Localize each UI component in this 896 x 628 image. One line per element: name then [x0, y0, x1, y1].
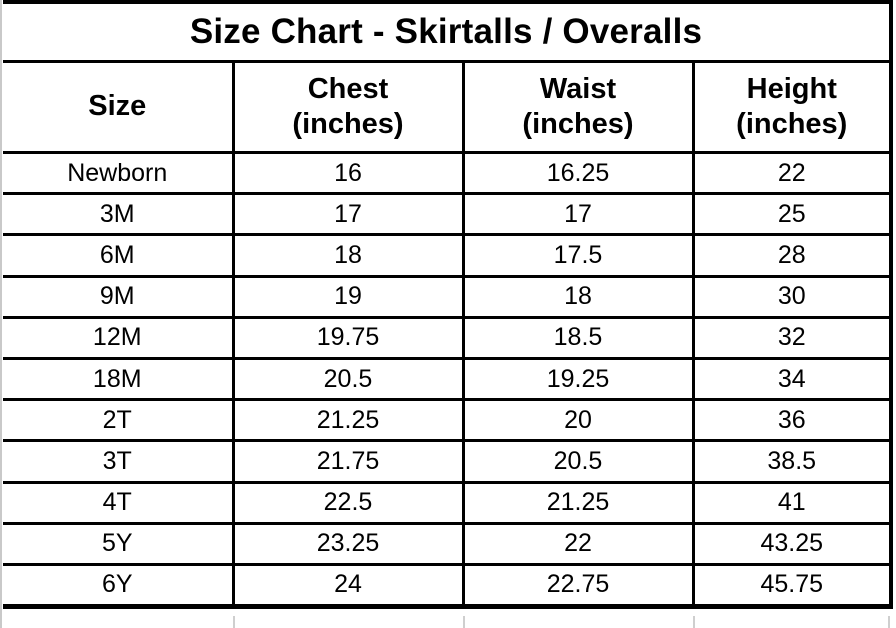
size-chart-table: Size Chart - Skirtalls / Overalls Size C… [3, 0, 893, 610]
waist-cell: 22 [461, 521, 695, 566]
table-row: 4T 22.5 21.25 41 [3, 480, 893, 525]
height-cell: 43.25 [691, 521, 893, 566]
spreadsheet-gridline-stub [888, 616, 890, 628]
table-row: 3T 21.75 20.5 38.5 [3, 439, 893, 484]
title-row: Size Chart - Skirtalls / Overalls [3, 0, 893, 63]
chest-cell: 16 [231, 150, 465, 196]
column-header-label: Size [88, 90, 147, 123]
height-cell: 45.75 [691, 562, 893, 609]
size-cell: 4T [3, 480, 235, 525]
size-cell: 9M [3, 274, 235, 319]
waist-cell: 22.75 [461, 562, 695, 609]
column-header-label: Chest [307, 72, 389, 105]
chest-cell: 22.5 [231, 480, 465, 525]
height-cell: 30 [691, 274, 893, 319]
height-cell: 25 [691, 192, 893, 237]
waist-cell: 17 [461, 192, 695, 237]
waist-cell: 18 [461, 274, 695, 319]
size-cell: 3T [3, 439, 235, 484]
height-cell: 36 [691, 398, 893, 443]
column-header-sub: (inches) [292, 108, 404, 140]
column-header-sub: (inches) [736, 108, 848, 140]
table-row: Newborn 16 16.25 22 [3, 150, 893, 196]
chest-cell: 17 [231, 192, 465, 237]
waist-cell: 16.25 [461, 150, 695, 196]
waist-cell: 20 [461, 398, 695, 443]
table-row: 6M 18 17.5 28 [3, 233, 893, 278]
chest-cell: 23.25 [231, 521, 465, 566]
height-cell: 22 [691, 150, 893, 196]
table-row: 18M 20.5 19.25 34 [3, 356, 893, 402]
column-header-sub: (inches) [522, 108, 634, 140]
waist-cell: 19.25 [461, 356, 695, 402]
chest-cell: 21.25 [231, 398, 465, 443]
size-cell: 12M [3, 315, 235, 360]
spreadsheet-gridline-stub [233, 616, 235, 628]
height-cell: 38.5 [691, 439, 893, 484]
page-title: Size Chart - Skirtalls / Overalls [3, 0, 893, 63]
waist-cell: 17.5 [461, 233, 695, 278]
chest-cell: 19 [231, 274, 465, 319]
table-row: 12M 19.75 18.5 32 [3, 315, 893, 360]
column-header-waist: Waist (inches) [461, 60, 695, 154]
height-cell: 34 [691, 356, 893, 402]
spreadsheet-gridline-stub [463, 616, 465, 628]
column-header-height: Height (inches) [691, 60, 893, 154]
table-row: 2T 21.25 20 36 [3, 398, 893, 443]
chest-cell: 24 [231, 562, 465, 609]
height-cell: 32 [691, 315, 893, 360]
size-cell: 6M [3, 233, 235, 278]
column-header-size: Size [3, 60, 235, 154]
chest-cell: 19.75 [231, 315, 465, 360]
size-cell: 5Y [3, 521, 235, 566]
table-row: 5Y 23.25 22 43.25 [3, 521, 893, 566]
height-cell: 28 [691, 233, 893, 278]
table-row: 6Y 24 22.75 45.75 [3, 562, 893, 609]
height-cell: 41 [691, 480, 893, 525]
column-header-label: Waist [539, 72, 617, 105]
waist-cell: 18.5 [461, 315, 695, 360]
header-row: Size Chest (inches) Waist (inches) Heigh… [3, 60, 893, 154]
spreadsheet-gridline-stub [693, 616, 695, 628]
chest-cell: 21.75 [231, 439, 465, 484]
size-cell: 2T [3, 398, 235, 443]
waist-cell: 21.25 [461, 480, 695, 525]
chest-cell: 18 [231, 233, 465, 278]
size-cell: Newborn [3, 150, 235, 196]
column-header-label: Height [746, 72, 837, 105]
table-row: 9M 19 18 30 [3, 274, 893, 319]
size-cell: 6Y [3, 562, 235, 609]
size-cell: 3M [3, 192, 235, 237]
table-row: 3M 17 17 25 [3, 192, 893, 237]
chest-cell: 20.5 [231, 356, 465, 402]
size-cell: 18M [3, 356, 235, 402]
column-header-chest: Chest (inches) [231, 60, 465, 154]
waist-cell: 20.5 [461, 439, 695, 484]
spreadsheet-gridline-left [0, 0, 2, 628]
